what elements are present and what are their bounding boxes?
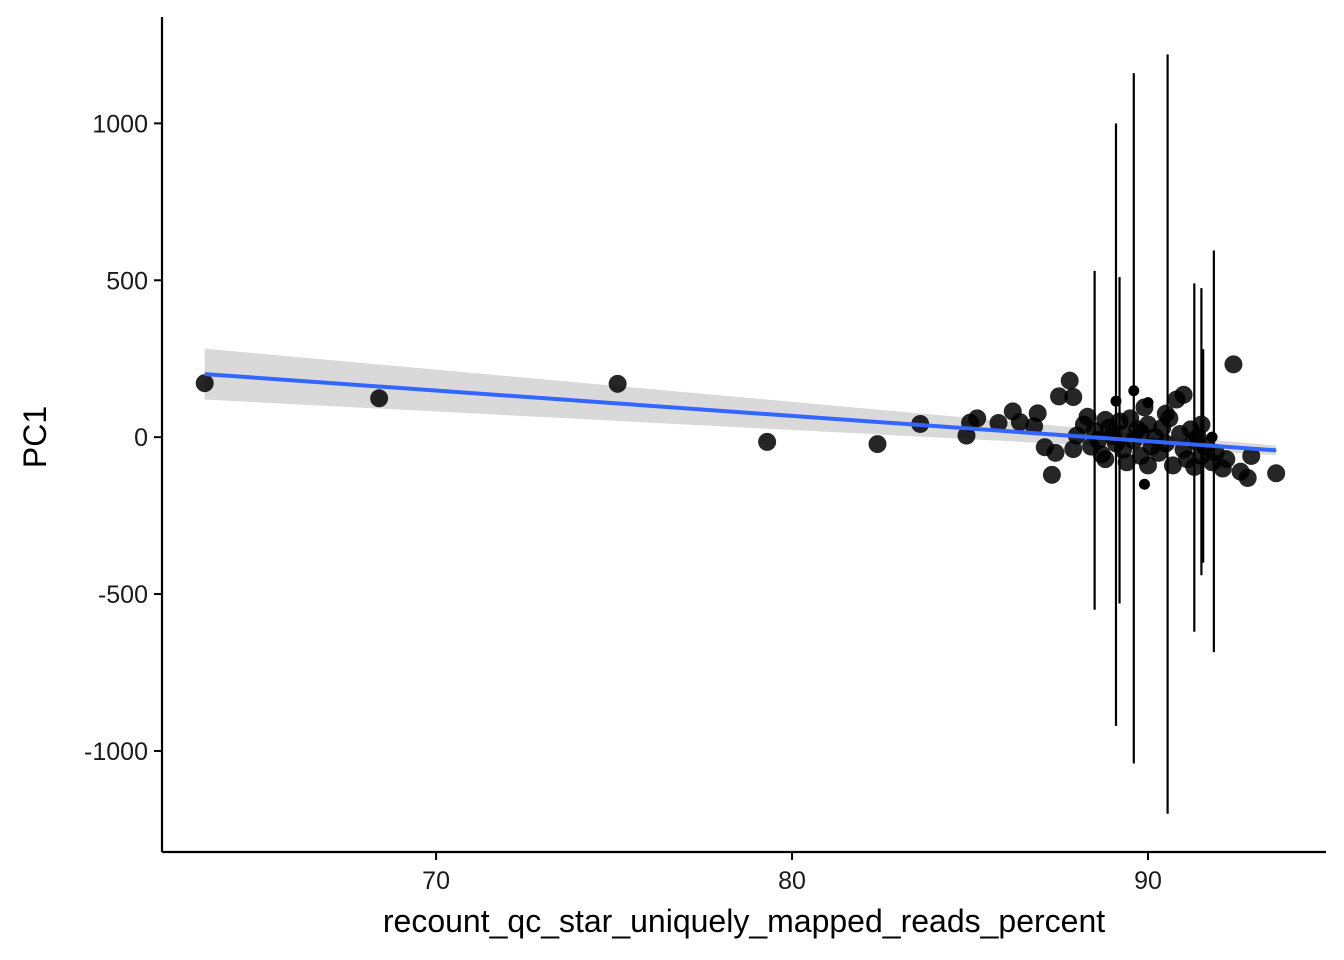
data-point — [1010, 413, 1029, 432]
y-tick-label: 0 — [134, 424, 148, 452]
data-point-small — [1206, 431, 1218, 443]
data-point — [989, 414, 1008, 433]
data-point — [1064, 388, 1083, 407]
fit-line — [204, 372, 1277, 453]
data-point — [1163, 456, 1182, 475]
fit-line-layer — [204, 372, 1277, 453]
y-tick-label: 500 — [106, 267, 148, 295]
data-point — [370, 389, 389, 408]
data-point-small — [1128, 385, 1140, 397]
data-point — [1238, 468, 1257, 487]
data-point-small — [1142, 397, 1154, 409]
data-point — [1117, 453, 1136, 472]
data-point — [1046, 443, 1065, 462]
y-axis-title: PC1 — [17, 406, 53, 468]
x-tick-label: 80 — [778, 867, 806, 895]
data-point — [1042, 465, 1061, 484]
data-point — [1267, 464, 1286, 483]
data-point — [1060, 371, 1079, 390]
data-point — [1078, 407, 1097, 426]
data-point — [968, 409, 987, 428]
data-point — [1064, 440, 1083, 459]
axes-layer — [160, 17, 1326, 854]
data-point — [1192, 415, 1211, 434]
confidence-ribbon-layer — [204, 348, 1277, 456]
data-point — [1139, 456, 1158, 475]
x-axis-title: recount_qc_star_uniquely_mapped_reads_pe… — [383, 903, 1105, 939]
data-point-small — [1138, 478, 1150, 490]
data-point — [758, 432, 777, 451]
data-point — [1050, 387, 1069, 406]
data-point — [1096, 450, 1115, 469]
data-point — [1224, 355, 1243, 374]
ticks-layer: 70 80 90 -1000 -500 0 500 1000 — [84, 110, 1162, 895]
x-tick-label: 90 — [1134, 867, 1162, 895]
data-point — [1242, 446, 1261, 465]
data-point — [195, 374, 214, 393]
data-point — [1160, 409, 1179, 428]
y-tick-label: 1000 — [92, 110, 148, 138]
data-point-small — [1110, 395, 1122, 407]
data-point — [1217, 450, 1236, 469]
data-point — [1174, 385, 1193, 404]
data-point — [608, 374, 627, 393]
data-point — [868, 435, 887, 454]
y-tick-label: -1000 — [84, 738, 148, 766]
confidence-ribbon — [204, 348, 1277, 456]
x-tick-label: 70 — [422, 867, 450, 895]
data-point — [1028, 404, 1047, 423]
y-tick-label: -500 — [98, 581, 148, 609]
